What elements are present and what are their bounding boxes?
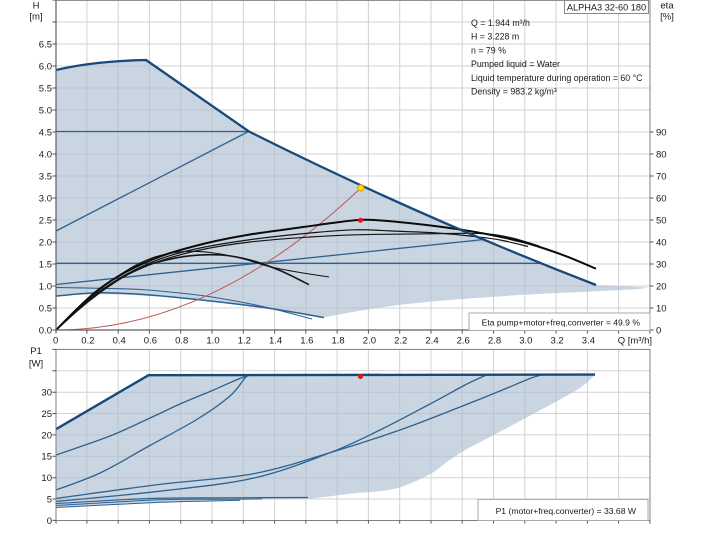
svg-text:60: 60 [656, 193, 667, 204]
svg-text:Density = 983.2 kg/m³: Density = 983.2 kg/m³ [471, 87, 557, 97]
svg-text:10: 10 [656, 303, 667, 314]
svg-text:5.5: 5.5 [39, 83, 52, 94]
svg-text:0.5: 0.5 [39, 303, 52, 314]
svg-text:0.8: 0.8 [175, 336, 188, 347]
svg-text:3.0: 3.0 [519, 336, 532, 347]
svg-text:2.0: 2.0 [363, 336, 376, 347]
svg-text:20: 20 [656, 281, 667, 292]
svg-text:6.5: 6.5 [39, 39, 52, 50]
svg-text:40: 40 [656, 237, 667, 248]
svg-text:0: 0 [53, 336, 58, 347]
svg-text:15: 15 [41, 452, 52, 463]
svg-text:4.5: 4.5 [39, 127, 52, 138]
svg-text:P1: P1 [30, 346, 42, 357]
svg-text:[W]: [W] [29, 359, 43, 370]
svg-text:1.0: 1.0 [206, 336, 219, 347]
svg-text:5.0: 5.0 [39, 105, 52, 116]
svg-text:1.8: 1.8 [331, 336, 344, 347]
svg-text:6.0: 6.0 [39, 61, 52, 72]
svg-text:0.2: 0.2 [81, 336, 94, 347]
svg-text:ALPHA3 32-60 180: ALPHA3 32-60 180 [567, 3, 646, 13]
svg-text:2.8: 2.8 [488, 336, 501, 347]
svg-text:Eta pump+motor+freq.converter: Eta pump+motor+freq.converter = 49.9 % [482, 318, 641, 328]
svg-text:4.0: 4.0 [39, 149, 52, 160]
svg-text:H: H [33, 1, 40, 12]
svg-text:[m]: [m] [29, 12, 42, 23]
svg-text:eta: eta [660, 1, 674, 12]
svg-text:Q [m³/h]: Q [m³/h] [618, 336, 652, 347]
svg-text:3.4: 3.4 [582, 336, 595, 347]
svg-text:1.4: 1.4 [269, 336, 282, 347]
svg-text:1.5: 1.5 [39, 259, 52, 270]
svg-text:0.4: 0.4 [113, 336, 126, 347]
svg-text:P1 (motor+freq.converter) = 33: P1 (motor+freq.converter) = 33.68 W [496, 506, 637, 516]
svg-text:1.2: 1.2 [238, 336, 251, 347]
svg-text:n = 79 %: n = 79 % [471, 45, 506, 55]
svg-text:Liquid temperature during oper: Liquid temperature during operation = 60… [471, 73, 643, 83]
svg-text:5: 5 [47, 494, 52, 505]
svg-text:70: 70 [656, 171, 667, 182]
svg-text:2.0: 2.0 [39, 237, 52, 248]
svg-text:30: 30 [656, 259, 667, 270]
svg-text:1.6: 1.6 [300, 336, 313, 347]
svg-text:80: 80 [656, 149, 667, 160]
svg-text:30: 30 [41, 388, 52, 399]
svg-text:[%]: [%] [660, 12, 674, 23]
svg-text:0.6: 0.6 [144, 336, 157, 347]
svg-text:25: 25 [41, 409, 52, 420]
svg-text:H = 3.228 m: H = 3.228 m [471, 32, 519, 42]
svg-text:10: 10 [41, 473, 52, 484]
svg-text:2.6: 2.6 [457, 336, 470, 347]
svg-text:1.0: 1.0 [39, 281, 52, 292]
svg-text:2.5: 2.5 [39, 215, 52, 226]
svg-text:0: 0 [47, 516, 52, 527]
svg-text:3.5: 3.5 [39, 171, 52, 182]
svg-text:3.2: 3.2 [550, 336, 563, 347]
svg-text:50: 50 [656, 215, 667, 226]
svg-text:20: 20 [41, 430, 52, 441]
svg-text:0: 0 [656, 325, 661, 336]
svg-text:0.0: 0.0 [39, 325, 52, 336]
svg-text:90: 90 [656, 127, 667, 138]
svg-text:Pumped liquid = Water: Pumped liquid = Water [471, 59, 560, 69]
svg-text:2.4: 2.4 [425, 336, 438, 347]
svg-text:Q = 1.944 m³/h: Q = 1.944 m³/h [471, 18, 530, 28]
svg-text:2.2: 2.2 [394, 336, 407, 347]
svg-text:3.0: 3.0 [39, 193, 52, 204]
